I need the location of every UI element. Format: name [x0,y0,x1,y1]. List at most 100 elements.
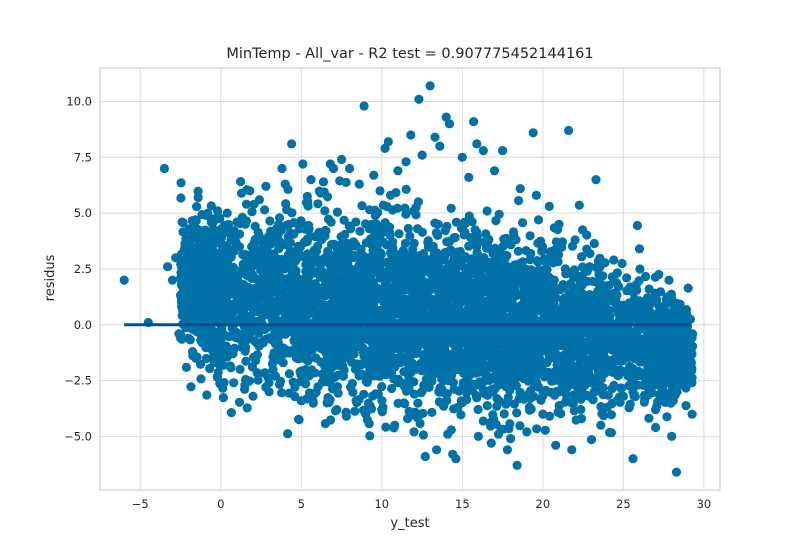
scatter-point [211,261,221,271]
scatter-point [554,387,565,397]
scatter-point [609,380,619,391]
scatter-point [535,360,546,370]
scatter-point [617,258,627,269]
scatter-point [532,380,542,390]
scatter-point [310,285,320,295]
scatter-point [449,251,459,261]
scatter-point [574,281,584,291]
scatter-point [421,341,432,351]
scatter-point [226,408,236,418]
scatter-point [376,293,386,304]
scatter-point [565,333,575,344]
scatter-point [332,207,342,217]
scatter-point [188,216,198,226]
scatter-point [432,294,442,304]
scatter-point [520,283,530,293]
scatter-point [482,206,492,216]
scatter-point [581,302,592,312]
scatter-point [322,192,333,202]
scatter-point [399,367,409,377]
scatter-point [493,311,503,321]
scatter-point [364,256,374,267]
scatter-point [440,346,450,356]
scatter-point [223,219,233,230]
scatter-point [417,264,427,274]
scatter-point [446,372,456,382]
scatter-point [405,255,415,265]
scatter-point [593,278,603,288]
scatter-point [310,255,320,265]
scatter-point [176,193,186,203]
scatter-point [401,184,411,194]
scatter-point [632,285,642,295]
scatter-point [440,226,450,236]
scatter-point [430,218,440,228]
scatter-point [458,255,468,265]
scatter-point [484,350,494,360]
scatter-point [553,368,563,378]
scatter-point [251,300,261,311]
scatter-point [370,230,380,240]
scatter-point [656,331,667,341]
scatter-point [189,253,199,263]
scatter-point [398,273,408,283]
scatter-point [464,211,474,221]
scatter-point [513,246,523,256]
scatter-point [670,364,680,374]
scatter-point [396,264,406,274]
scatter-point [559,350,569,360]
scatter-point [517,300,527,310]
scatter-point [419,349,429,359]
scatter-point [365,309,375,319]
scatter-point [274,213,285,223]
scatter-point [256,315,266,325]
scatter-point [242,403,252,413]
scatter-point [383,298,393,308]
scatter-point [502,336,513,347]
scatter-point [606,410,617,420]
scatter-point [499,234,509,244]
scatter-point [278,358,288,368]
scatter-point [364,224,374,234]
scatter-point [616,383,626,393]
scatter-point [589,387,599,397]
scatter-point [263,372,273,383]
scatter-point [195,359,206,369]
scatter-point [479,335,489,345]
scatter-point [350,251,360,261]
scatter-point [465,315,475,325]
scatter-point [294,246,304,256]
scatter-point [594,368,605,378]
scatter-point [364,419,374,429]
scatter-point [372,338,382,349]
scatter-point [275,272,285,282]
scatter-point [204,289,214,299]
scatter-point [300,354,310,364]
scatter-point [321,278,331,288]
scatter-point [533,324,543,334]
scatter-point [453,293,463,303]
scatter-point [211,214,221,224]
scatter-point [441,354,451,364]
scatter-point [303,287,313,297]
scatter-point [300,307,311,317]
scatter-point [249,352,259,362]
scatter-point [512,408,522,418]
scatter-point [536,236,546,246]
scatter-point [241,270,251,280]
scatter-point [327,362,337,373]
scatter-point [241,356,251,366]
scatter-point [470,360,480,370]
scatter-point [402,314,412,324]
scatter-point [639,397,650,407]
scatter-point [201,354,211,364]
scatter-point [641,271,651,282]
scatter-point [481,388,491,398]
scatter-point [480,361,490,371]
scatter-point [633,302,643,312]
scatter-point [208,250,218,260]
scatter-point [606,428,617,438]
scatter-point [474,352,484,362]
scatter-point [274,236,284,246]
scatter-point [301,272,311,283]
